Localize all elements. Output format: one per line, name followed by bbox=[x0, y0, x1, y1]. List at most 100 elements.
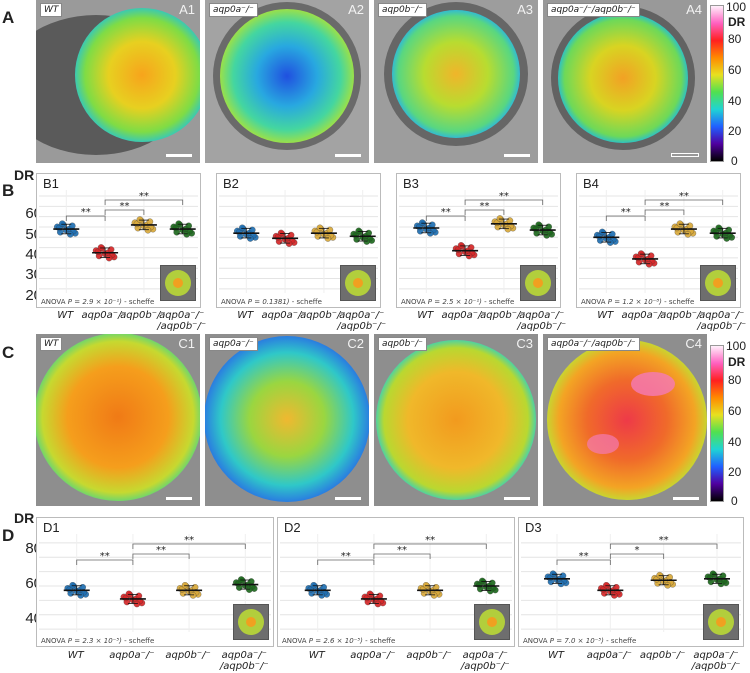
inset-image bbox=[705, 270, 731, 296]
colorbar-tick: 20 bbox=[728, 465, 742, 479]
colorbar-title: DR bbox=[728, 15, 746, 29]
inset-image bbox=[238, 609, 264, 635]
anova-p-value: P = 2.9 × 10⁻¹) bbox=[67, 298, 125, 306]
dr-axis-label-d: DR bbox=[14, 510, 35, 526]
data-point-aqp0b bbox=[324, 235, 332, 242]
x-axis-label: WT bbox=[548, 650, 564, 661]
anova-method: - scheffe bbox=[664, 298, 695, 306]
anova-annotation: ANOVA P = 2.5 × 10⁻¹) - scheffe bbox=[401, 298, 514, 306]
significance-marker: * bbox=[635, 545, 640, 556]
panel-id: A4 bbox=[686, 2, 702, 17]
data-point-aqp0a bbox=[287, 231, 295, 239]
colorbar-a bbox=[710, 5, 724, 162]
scale-bar bbox=[335, 497, 361, 500]
inset-thumbnail bbox=[340, 265, 376, 301]
anova-method: - scheffe bbox=[365, 637, 396, 645]
data-point-aqp0a bbox=[465, 252, 473, 260]
data-point-wt bbox=[59, 220, 66, 227]
data-point-aqp0a bbox=[285, 240, 293, 247]
significance-marker: ** bbox=[156, 545, 166, 556]
scale-bar bbox=[671, 153, 699, 157]
section-label-d: D bbox=[2, 526, 15, 545]
x-axis-label: aqp0a⁻/⁻ bbox=[462, 650, 508, 661]
colorbar-tick: 100 bbox=[726, 0, 747, 14]
lens-image-c2 bbox=[205, 334, 369, 506]
significance-bracket bbox=[132, 553, 190, 559]
lens-image-a4 bbox=[543, 0, 707, 163]
anova-p-value: P = 2.5 × 10⁻¹) bbox=[427, 298, 485, 306]
data-point-aqp0a bbox=[133, 600, 141, 608]
x-axis-label: aqp0a⁻/⁻ bbox=[699, 310, 745, 321]
colorbar-tick: 80 bbox=[728, 32, 742, 46]
x-axis-label: /aqp0b⁻/⁻ bbox=[517, 321, 567, 332]
panel-id: A2 bbox=[348, 2, 364, 17]
lens-image-a1 bbox=[36, 0, 200, 163]
anova-method: - scheffe bbox=[291, 298, 322, 306]
data-point-aqp0b bbox=[684, 231, 692, 238]
x-axis-label: aqp0a⁻/⁻ bbox=[693, 650, 739, 661]
inset-thumbnail bbox=[474, 604, 510, 640]
panel-tag: aqp0b⁻/⁻ bbox=[378, 3, 427, 17]
scale-bar bbox=[335, 154, 361, 157]
significance-marker: ** bbox=[100, 551, 110, 562]
x-axis-label: aqp0b⁻/⁻ bbox=[660, 310, 706, 321]
x-axis-label: /aqp0b⁻/⁻ bbox=[697, 321, 747, 332]
x-axis-label: aqp0a⁻/⁻ bbox=[586, 650, 632, 661]
data-point-aqp0b bbox=[686, 222, 694, 230]
x-axis-label: aqp0a⁻/⁻ bbox=[261, 310, 307, 321]
data-point-aqp0a bbox=[374, 600, 382, 608]
colorbar-tick: 0 bbox=[731, 494, 738, 508]
inset-image bbox=[708, 609, 734, 635]
significance-marker: ** bbox=[659, 535, 669, 546]
plot-canvas: ** ** ** bbox=[399, 190, 558, 293]
anova-method: - scheffe bbox=[124, 298, 155, 306]
image-panel-a1: WT A1 bbox=[36, 0, 200, 163]
panel-tag: aqp0a⁻/⁻/aqp0b⁻/⁻ bbox=[547, 337, 640, 351]
data-point-wt bbox=[249, 226, 256, 234]
anova-label: ANOVA bbox=[282, 637, 309, 645]
plot-canvas bbox=[219, 190, 378, 293]
anova-p-value: P = 2.6 × 10⁻⁵) bbox=[308, 637, 366, 645]
inset-core bbox=[716, 617, 726, 627]
data-point-double bbox=[183, 231, 190, 238]
x-axis-label: WT bbox=[67, 650, 84, 661]
colorbar-tick: 80 bbox=[728, 373, 742, 387]
data-point-wt bbox=[419, 219, 426, 226]
colorbar-tick: 40 bbox=[728, 435, 742, 449]
anova-label: ANOVA bbox=[581, 298, 608, 306]
x-axis-label: aqp0b⁻/⁻ bbox=[480, 310, 526, 321]
data-point-wt bbox=[310, 582, 317, 589]
section-label-c: C bbox=[2, 343, 15, 362]
x-axis-label: aqp0b⁻/⁻ bbox=[120, 310, 166, 321]
inset-core bbox=[246, 617, 256, 627]
data-point-aqp0b bbox=[506, 217, 514, 224]
significance-bracket bbox=[104, 209, 145, 215]
significance-bracket bbox=[609, 553, 665, 559]
data-point-aqp0b bbox=[181, 582, 189, 589]
panel-tag: aqp0a⁻/⁻ bbox=[209, 3, 258, 17]
anova-label: ANOVA bbox=[401, 298, 428, 306]
data-point-double bbox=[238, 576, 245, 583]
x-axis-label: aqp0b⁻/⁻ bbox=[639, 650, 686, 661]
data-point-double bbox=[246, 586, 253, 593]
significance-bracket bbox=[605, 215, 646, 221]
anova-label: ANOVA bbox=[41, 298, 68, 306]
x-axis-label: aqp0a⁻/⁻ bbox=[159, 310, 205, 321]
data-point-wt bbox=[599, 228, 606, 236]
x-axis-label: aqp0a⁻/⁻ bbox=[441, 310, 487, 321]
significance-bracket bbox=[609, 543, 718, 549]
scatter-plot-d2: ** ** ** D2 ANOVA P = 2.6 × 10⁻⁵) - scheffe bbox=[277, 517, 515, 647]
panel-tag: aqp0a⁻/⁻/aqp0b⁻/⁻ bbox=[547, 3, 640, 17]
significance-marker: ** bbox=[441, 207, 451, 218]
colorbar-tick: 20 bbox=[728, 124, 742, 138]
plot-id-label: B2 bbox=[223, 176, 239, 191]
scatter-plot-b3: ** ** ** B3 ANOVA P = 2.5 × 10⁻¹) - scheffe bbox=[396, 173, 561, 308]
x-axis-label: /aqp0b⁻/⁻ bbox=[337, 321, 387, 332]
anova-label: ANOVA bbox=[523, 637, 550, 645]
x-axis-label: aqp0b⁻/⁻ bbox=[406, 650, 452, 661]
scatter-plot-d3: ** * ** D3 ANOVA P = 7.0 × 10⁻⁵) - scheffe bbox=[518, 517, 744, 647]
significance-marker: ** bbox=[139, 191, 149, 202]
colorbar-tick: 40 bbox=[728, 94, 742, 108]
image-panel-c3: aqp0b⁻/⁻ C3 bbox=[374, 334, 538, 506]
x-axis-label: /aqp0b⁻/⁻ bbox=[691, 661, 741, 672]
